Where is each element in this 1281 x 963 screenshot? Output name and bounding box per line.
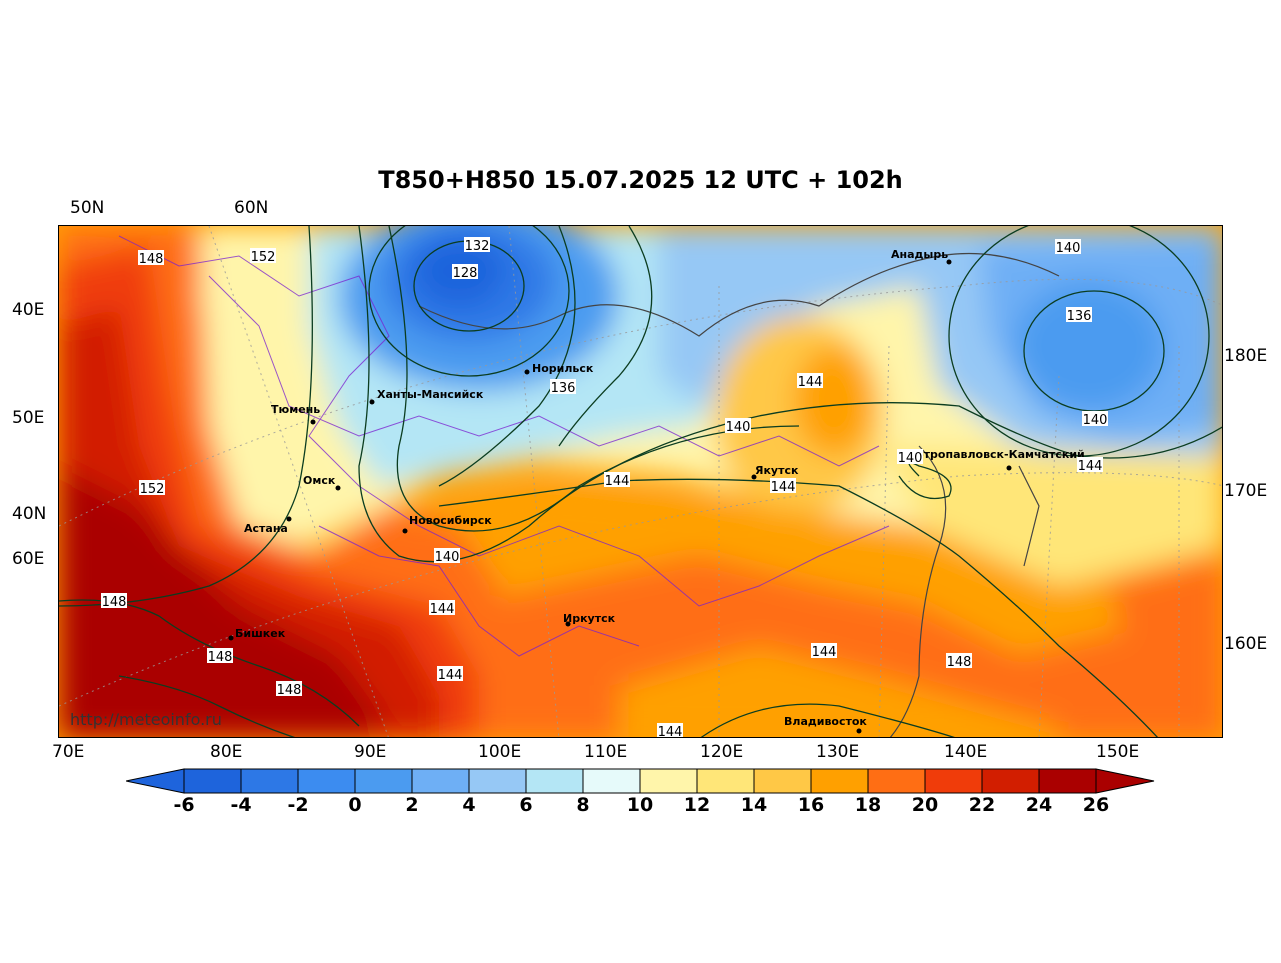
colorbar-tick-label: 24 xyxy=(1025,794,1053,816)
lon-label-bottom: 140E xyxy=(944,742,988,762)
colorbar-tick-label: 4 xyxy=(462,794,476,816)
contour-label: 148 xyxy=(277,683,302,698)
colorbar-tick-label: 10 xyxy=(626,794,654,816)
contour-label: 144 xyxy=(798,375,823,390)
contour-label: 144 xyxy=(1078,459,1103,474)
colorbar-cell xyxy=(810,768,869,794)
contour-label: 140 xyxy=(898,451,923,466)
contour-label: 148 xyxy=(102,595,127,610)
contour-label: 152 xyxy=(251,250,276,265)
city-label: Анадырь xyxy=(891,248,948,261)
contour-label: 144 xyxy=(438,668,463,683)
lat-label-top: 60N xyxy=(234,198,269,218)
colorbar-tick-label: 8 xyxy=(576,794,590,816)
colorbar-tick-label: 14 xyxy=(740,794,768,816)
colorbar-tick-label: 20 xyxy=(911,794,939,816)
colorbar xyxy=(126,768,1155,794)
lat-label-left: 40N xyxy=(12,504,47,524)
lat-label-left: 40E xyxy=(12,300,45,320)
colorbar-tick-label: 18 xyxy=(854,794,882,816)
colorbar-tick-label: 16 xyxy=(797,794,825,816)
lat-label-left: 60E xyxy=(12,549,45,569)
lon-label-bottom: 100E xyxy=(478,742,522,762)
contour-label: 136 xyxy=(1067,309,1092,324)
colorbar-tick-label: 22 xyxy=(968,794,996,816)
lon-label-right: 180E xyxy=(1224,346,1268,366)
colorbar-cell xyxy=(525,768,584,794)
lon-label-bottom: 80E xyxy=(210,742,243,762)
contour-label: 144 xyxy=(430,602,455,617)
colorbar-cell xyxy=(240,768,299,794)
contour-label: 144 xyxy=(812,645,837,660)
city-label: Якутск xyxy=(755,464,799,477)
temperature-map: Норильск Ханты-Мансийск Тюмень Омск Аста… xyxy=(58,225,1223,738)
colorbar-cell xyxy=(411,768,470,794)
lon-label-bottom: 90E xyxy=(354,742,387,762)
colorbar-cell xyxy=(183,768,242,794)
contour-label: 152 xyxy=(140,482,165,497)
contour-label: 136 xyxy=(551,381,576,396)
colorbar-cell xyxy=(582,768,641,794)
lon-label-bottom: 150E xyxy=(1096,742,1140,762)
lon-label-bottom: 130E xyxy=(816,742,860,762)
colorbar-cell xyxy=(354,768,413,794)
contour-label: 148 xyxy=(139,252,164,267)
contour-label: 140 xyxy=(1083,413,1108,428)
contour-label: 140 xyxy=(1056,241,1081,256)
colorbar-tick-label: -2 xyxy=(287,794,309,816)
map-title: T850+H850 15.07.2025 12 UTC + 102h xyxy=(378,166,903,194)
city-label: Петропавловск-Камчатский xyxy=(907,448,1085,461)
colorbar-cell xyxy=(753,768,812,794)
lon-label-bottom: 120E xyxy=(700,742,744,762)
colorbar-cell xyxy=(639,768,698,794)
colorbar-cell xyxy=(1038,768,1097,794)
colorbar-tick-label: 6 xyxy=(519,794,533,816)
contour-label: 140 xyxy=(726,420,751,435)
contour-label: 148 xyxy=(208,650,233,665)
colorbar-tick-label: 12 xyxy=(683,794,711,816)
contour-label: 148 xyxy=(947,655,972,670)
city-label: Владивосток xyxy=(784,715,867,728)
city-label: Новосибирск xyxy=(409,514,492,527)
city-label: Ханты-Мансийск xyxy=(377,388,484,401)
contour-label: 140 xyxy=(435,550,460,565)
city-label: Астана xyxy=(244,522,288,535)
city-label: Норильск xyxy=(532,362,594,375)
lon-label-right: 160E xyxy=(1224,634,1268,654)
contour-label: 144 xyxy=(658,725,683,738)
contour-label: 128 xyxy=(453,266,478,281)
lon-label-bottom: 110E xyxy=(584,742,628,762)
city-label: Тюмень xyxy=(271,403,320,416)
colorbar-tick-label: -4 xyxy=(230,794,252,816)
colorbar-tick-label: 26 xyxy=(1082,794,1110,816)
city-label: Омск xyxy=(303,474,336,487)
city-markers: Норильск Ханты-Мансийск Тюмень Омск Аста… xyxy=(228,248,1085,734)
colorbar-cell xyxy=(924,768,983,794)
colorbar-tick-label: 2 xyxy=(405,794,419,816)
contour-label: 132 xyxy=(465,239,490,254)
colorbar-over-arrow xyxy=(1095,768,1155,794)
contour-label: 144 xyxy=(771,480,796,495)
colorbar-tick-label: 0 xyxy=(348,794,362,816)
colorbar-cell xyxy=(696,768,755,794)
lat-label-top: 50N xyxy=(70,198,105,218)
colorbar-cell xyxy=(468,768,527,794)
colorbar-cell xyxy=(297,768,356,794)
colorbar-tick-label: -6 xyxy=(173,794,195,816)
lon-label-right: 170E xyxy=(1224,481,1268,501)
colorbar-under-arrow xyxy=(126,768,185,794)
colorbar-cell xyxy=(867,768,926,794)
lat-label-left: 50E xyxy=(12,408,45,428)
source-url[interactable]: http://meteoinfo.ru xyxy=(70,710,222,729)
lon-label-bottom: 70E xyxy=(52,742,85,762)
contour-labels: 148 152 132 128 136 144 140 152 140 144 … xyxy=(101,237,1108,738)
contour-label: 144 xyxy=(605,474,630,489)
city-label: Иркутск xyxy=(563,612,616,625)
colorbar-cell xyxy=(981,768,1040,794)
city-label: Бишкек xyxy=(235,627,286,640)
